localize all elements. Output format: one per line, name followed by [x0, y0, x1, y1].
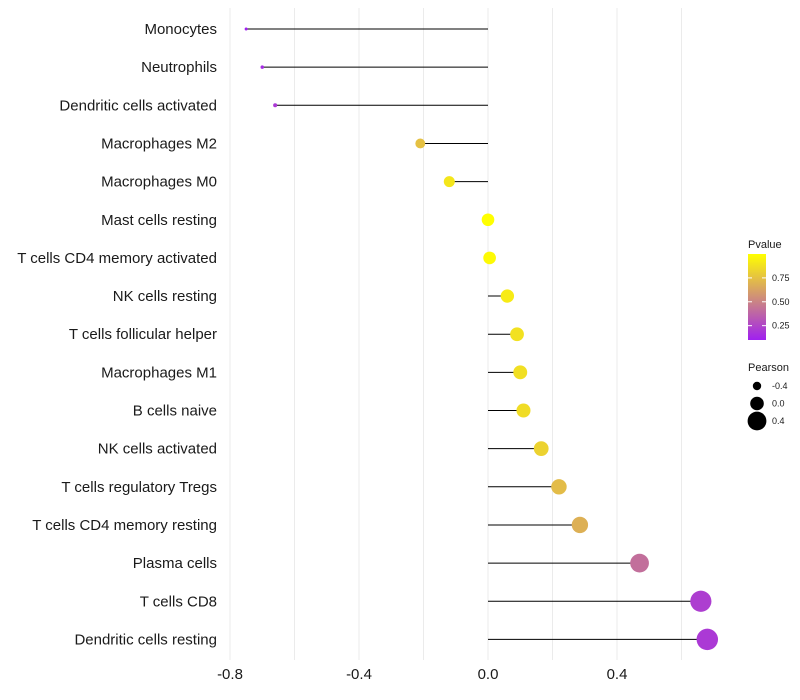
category-label: T cells CD4 memory resting [32, 517, 217, 534]
pearson-legend-title: Pearson [748, 362, 789, 374]
category-label: Dendritic cells activated [59, 97, 217, 114]
lollipop-point [513, 365, 528, 380]
category-label: NK cells resting [113, 288, 217, 305]
lollipop-point [500, 289, 515, 303]
segment-layer [246, 28, 708, 640]
pearson-legend-label: 0.0 [772, 399, 785, 409]
lollipop-point [533, 441, 549, 457]
pvalue-legend-label: 0.75 [772, 273, 790, 283]
pvalue-legend-title: Pvalue [748, 239, 782, 251]
x-tick-label: -0.8 [217, 666, 243, 683]
pearson-legend-point [750, 396, 764, 411]
lollipop-point [273, 103, 278, 108]
pearson-legend: Pearson -0.4 0.0 0.4 [747, 362, 789, 431]
lollipop-point [510, 327, 524, 342]
point-layer [244, 27, 719, 651]
category-label: Macrophages M2 [101, 135, 217, 152]
lollipop-point [483, 251, 496, 265]
lollipop-point [696, 628, 719, 651]
pearson-legend-point [752, 381, 762, 391]
pvalue-legend: Pvalue 0.75 0.50 0.25 [748, 239, 790, 340]
category-label: Neutrophils [141, 59, 217, 76]
category-label: B cells naive [133, 403, 217, 420]
category-label: Macrophages M0 [101, 174, 217, 191]
lollipop-point [571, 516, 589, 534]
category-label: T cells CD8 [140, 593, 217, 610]
x-tick-label: 0.0 [478, 666, 499, 683]
category-label: Plasma cells [133, 555, 217, 572]
pearson-legend-label: -0.4 [772, 381, 788, 391]
lollipop-point [551, 479, 567, 495]
category-labels: Monocytes Neutrophils Dendritic cells acti… [17, 21, 217, 648]
lollipop-point [481, 213, 495, 227]
lollipop-point [516, 403, 531, 418]
lollipop-point [244, 27, 248, 31]
category-label: T cells regulatory Tregs [61, 479, 217, 496]
category-label: Dendritic cells resting [74, 631, 217, 648]
lollipop-point [443, 176, 455, 188]
category-label: NK cells activated [98, 441, 217, 458]
pearson-legend-label: 0.4 [772, 416, 785, 426]
category-label: T cells follicular helper [69, 326, 217, 343]
lollipop-point [260, 65, 264, 69]
category-label: Monocytes [144, 21, 217, 38]
category-label: Macrophages M1 [101, 364, 217, 381]
pearson-legend-point [747, 411, 767, 431]
pvalue-colorbar [748, 254, 766, 340]
lollipop-point [630, 553, 649, 573]
category-label: T cells CD4 memory activated [17, 250, 217, 267]
pvalue-legend-label: 0.50 [772, 297, 790, 307]
x-axis-ticks: -0.8 -0.4 0.0 0.4 [217, 666, 627, 683]
x-tick-label: 0.4 [607, 666, 628, 683]
x-tick-label: -0.4 [346, 666, 372, 683]
lollipop-point [690, 590, 712, 612]
lollipop-point [415, 138, 426, 149]
category-label: Mast cells resting [101, 212, 217, 229]
pvalue-legend-label: 0.25 [772, 321, 790, 331]
